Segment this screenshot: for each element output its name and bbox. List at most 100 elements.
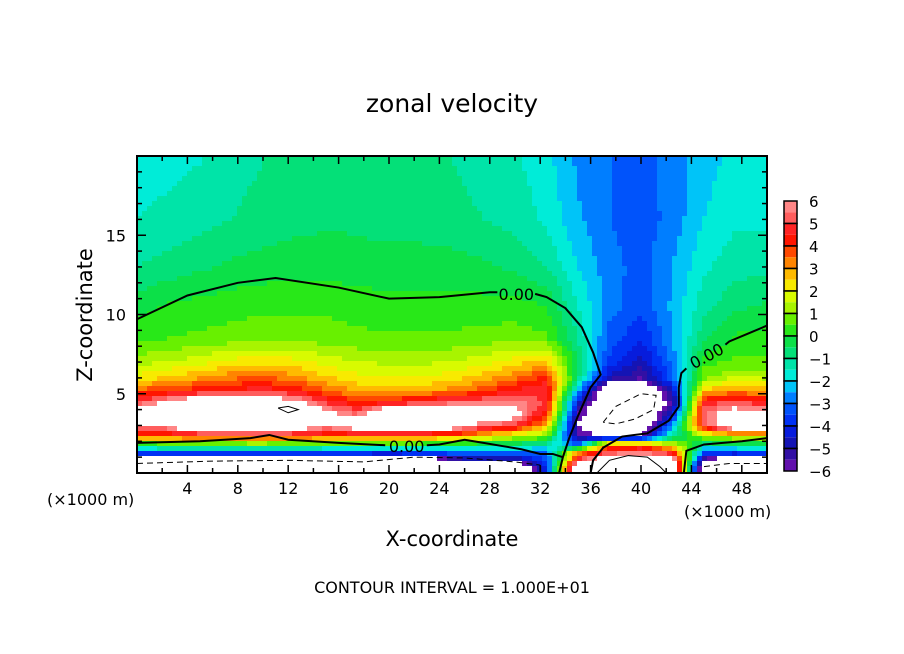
- heatmap-cell: [507, 326, 513, 332]
- heatmap-cell: [322, 186, 328, 192]
- heatmap-cell: [337, 251, 343, 257]
- heatmap-cell: [487, 196, 493, 202]
- heatmap-cell: [452, 246, 458, 252]
- heatmap-cell: [217, 246, 223, 252]
- heatmap-cell: [417, 326, 423, 332]
- heatmap-cell: [432, 321, 438, 327]
- heatmap-cell: [417, 346, 423, 352]
- heatmap-cell: [152, 206, 158, 212]
- heatmap-cell: [592, 186, 598, 192]
- heatmap-cell: [267, 161, 273, 167]
- heatmap-cell: [502, 346, 508, 352]
- heatmap-cell: [762, 176, 768, 182]
- heatmap-cell: [152, 171, 158, 177]
- heatmap-cell: [337, 221, 343, 227]
- heatmap-cell: [492, 326, 498, 332]
- heatmap-cell: [762, 181, 768, 187]
- heatmap-cell: [252, 336, 258, 342]
- heatmap-cell: [642, 281, 648, 287]
- heatmap-cell: [357, 326, 363, 332]
- heatmap-cell: [712, 341, 718, 347]
- heatmap-cell: [312, 326, 318, 332]
- heatmap-cell: [472, 196, 478, 202]
- heatmap-cell: [372, 221, 378, 227]
- heatmap-cell: [217, 321, 223, 327]
- heatmap-cell: [757, 271, 763, 277]
- heatmap-cell: [552, 221, 558, 227]
- heatmap-cell: [567, 241, 573, 247]
- heatmap-cell: [432, 286, 438, 292]
- heatmap-cell: [602, 301, 608, 307]
- heatmap-cell: [172, 201, 178, 207]
- heatmap-cell: [717, 221, 723, 227]
- heatmap-cell: [722, 256, 728, 262]
- heatmap-cell: [617, 171, 623, 177]
- heatmap-cell: [637, 316, 643, 322]
- heatmap-cell: [337, 321, 343, 327]
- heatmap-cell: [402, 181, 408, 187]
- heatmap-cell: [657, 166, 663, 172]
- heatmap-cell: [392, 351, 398, 357]
- heatmap-cell: [152, 201, 158, 207]
- heatmap-cell: [307, 201, 313, 207]
- heatmap-cell: [702, 346, 708, 352]
- heatmap-cell: [392, 191, 398, 197]
- heatmap-cell: [547, 226, 553, 232]
- heatmap-cell: [672, 181, 678, 187]
- heatmap-cell: [462, 331, 468, 337]
- heatmap-cell: [472, 156, 478, 162]
- heatmap-cell: [427, 186, 433, 192]
- heatmap-cell: [247, 266, 253, 272]
- heatmap-cell: [172, 331, 178, 337]
- heatmap-cell: [732, 276, 738, 282]
- heatmap-cell: [662, 216, 668, 222]
- heatmap-cell: [412, 171, 418, 177]
- heatmap-cell: [382, 301, 388, 307]
- heatmap-cell: [427, 216, 433, 222]
- heatmap-cell: [647, 326, 653, 332]
- heatmap-cell: [472, 281, 478, 287]
- heatmap-cell: [287, 186, 293, 192]
- heatmap-cell: [717, 211, 723, 217]
- heatmap-cell: [722, 311, 728, 317]
- heatmap-cell: [177, 281, 183, 287]
- heatmap-cell: [657, 181, 663, 187]
- heatmap-cell: [657, 191, 663, 197]
- heatmap-cell: [192, 221, 198, 227]
- heatmap-cell: [292, 261, 298, 267]
- heatmap-cell: [347, 346, 353, 352]
- heatmap-cell: [477, 206, 483, 212]
- heatmap-cell: [167, 221, 173, 227]
- heatmap-cell: [607, 201, 613, 207]
- heatmap-cell: [177, 166, 183, 172]
- heatmap-cell: [732, 196, 738, 202]
- heatmap-cell: [662, 291, 668, 297]
- heatmap-cell: [267, 256, 273, 262]
- heatmap-cell: [397, 306, 403, 312]
- heatmap-cell: [592, 166, 598, 172]
- heatmap-cell: [627, 246, 633, 252]
- heatmap-cell: [492, 316, 498, 322]
- heatmap-cell: [607, 161, 613, 167]
- heatmap-cell: [382, 186, 388, 192]
- heatmap-cell: [157, 321, 163, 327]
- heatmap-cell: [482, 321, 488, 327]
- heatmap-cell: [197, 166, 203, 172]
- heatmap-cell: [637, 331, 643, 337]
- heatmap-cell: [552, 226, 558, 232]
- heatmap-cell: [327, 201, 333, 207]
- heatmap-cell: [487, 176, 493, 182]
- heatmap-cell: [507, 161, 513, 167]
- heatmap-cell: [627, 271, 633, 277]
- heatmap-cell: [467, 296, 473, 302]
- heatmap-cell: [542, 316, 548, 322]
- heatmap-cell: [212, 321, 218, 327]
- heatmap-cell: [187, 226, 193, 232]
- heatmap-cell: [637, 216, 643, 222]
- heatmap-cell: [432, 271, 438, 277]
- heatmap-cell: [667, 166, 673, 172]
- heatmap-cell: [702, 281, 708, 287]
- heatmap-cell: [532, 306, 538, 312]
- heatmap-cell: [512, 246, 518, 252]
- heatmap-cell: [282, 286, 288, 292]
